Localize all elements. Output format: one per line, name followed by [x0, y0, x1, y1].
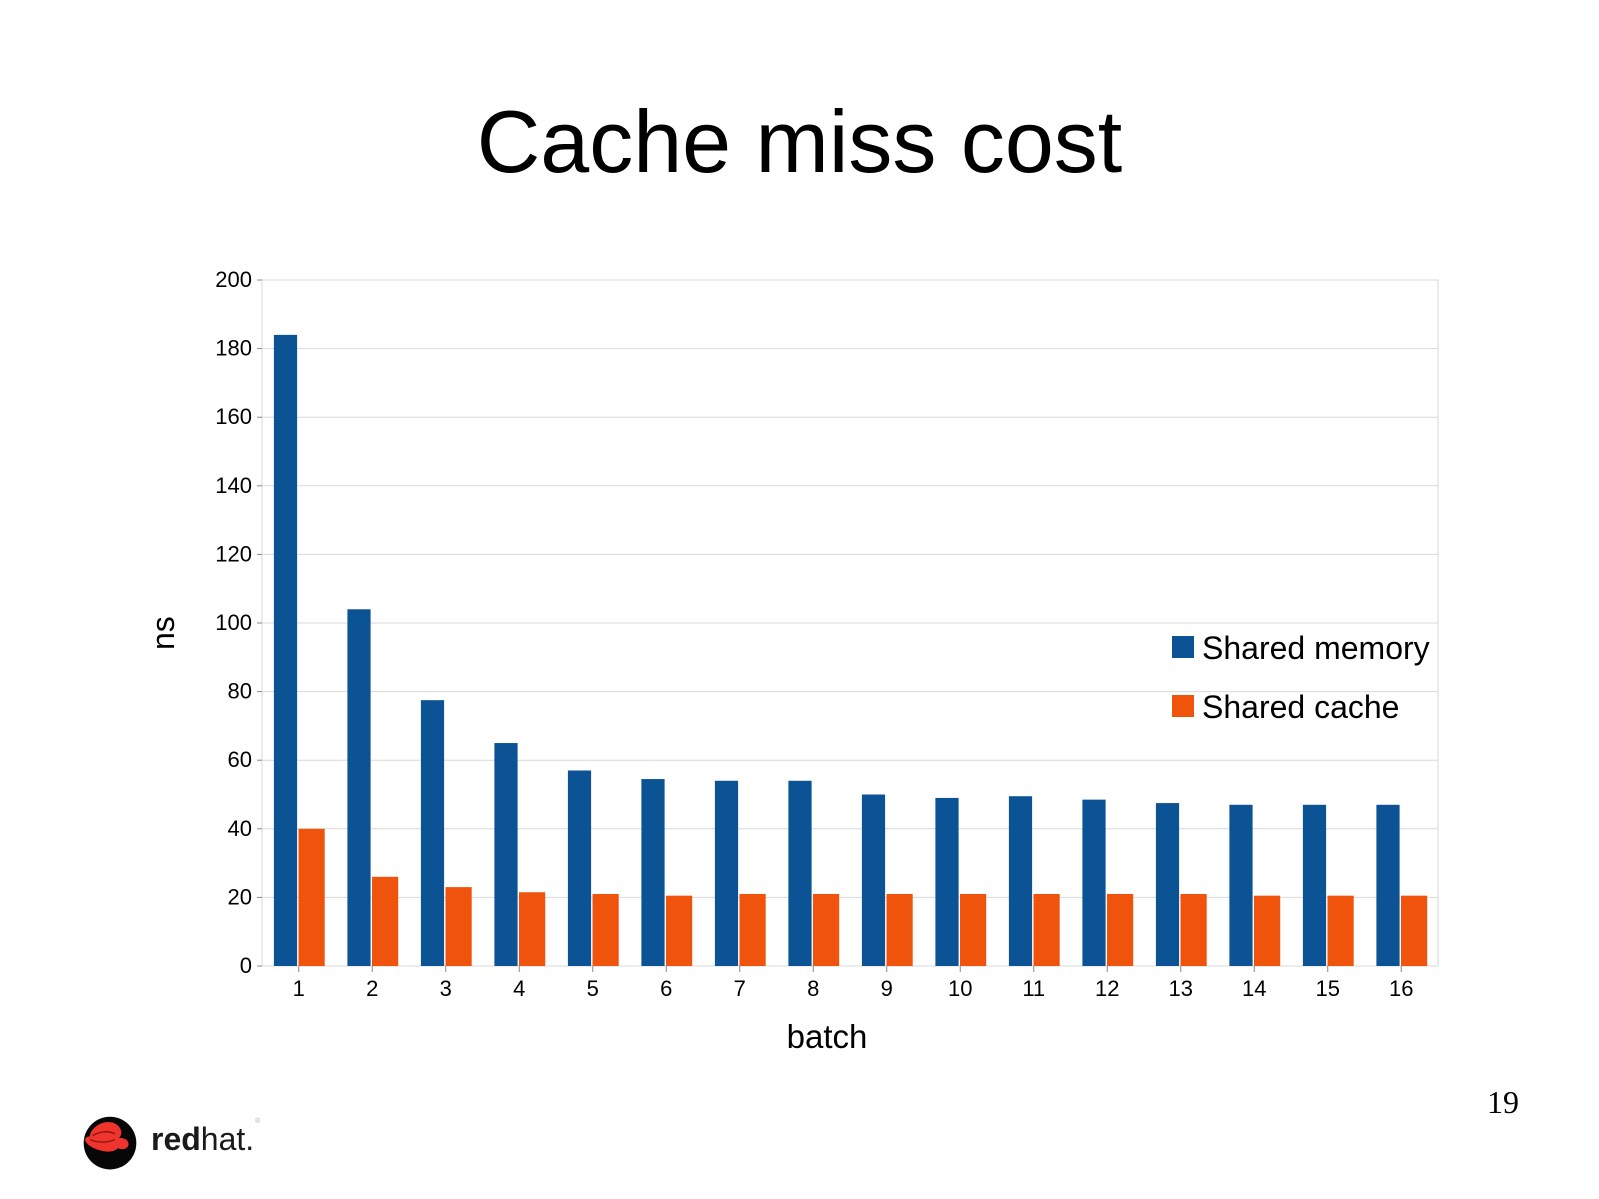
svg-text:6: 6: [660, 976, 672, 1001]
svg-text:40: 40: [228, 816, 252, 841]
svg-text:16: 16: [1389, 976, 1413, 1001]
svg-text:1: 1: [293, 976, 305, 1001]
svg-text:140: 140: [215, 473, 252, 498]
svg-text:14: 14: [1242, 976, 1266, 1001]
svg-text:5: 5: [587, 976, 599, 1001]
svg-text:8: 8: [807, 976, 819, 1001]
svg-text:100: 100: [215, 610, 252, 635]
svg-text:60: 60: [228, 747, 252, 772]
svg-text:120: 120: [215, 541, 252, 566]
svg-text:9: 9: [881, 976, 893, 1001]
svg-text:0: 0: [240, 953, 252, 978]
svg-text:4: 4: [513, 976, 525, 1001]
svg-text:15: 15: [1316, 976, 1340, 1001]
svg-text:3: 3: [440, 976, 452, 1001]
svg-text:11: 11: [1022, 976, 1045, 1001]
svg-text:2: 2: [366, 976, 378, 1001]
svg-text:180: 180: [215, 336, 252, 361]
svg-text:200: 200: [215, 270, 252, 292]
svg-text:160: 160: [215, 404, 252, 429]
svg-text:10: 10: [948, 976, 972, 1001]
svg-text:12: 12: [1095, 976, 1119, 1001]
svg-text:13: 13: [1169, 976, 1193, 1001]
svg-text:20: 20: [228, 884, 252, 909]
svg-text:7: 7: [734, 976, 746, 1001]
svg-text:80: 80: [228, 679, 252, 704]
